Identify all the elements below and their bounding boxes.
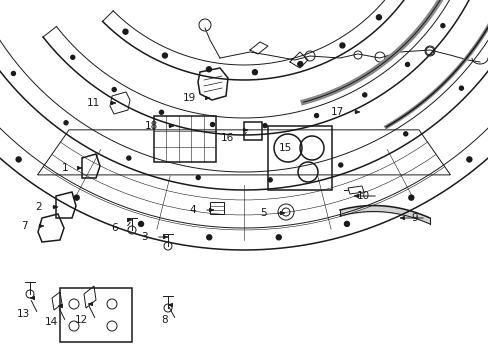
- Text: 11: 11: [86, 98, 100, 108]
- Circle shape: [276, 235, 281, 240]
- Circle shape: [206, 235, 211, 240]
- Circle shape: [64, 121, 68, 125]
- Circle shape: [263, 123, 266, 127]
- Circle shape: [252, 70, 257, 75]
- Circle shape: [440, 24, 444, 28]
- Circle shape: [338, 163, 342, 167]
- Circle shape: [297, 62, 302, 67]
- Circle shape: [459, 86, 463, 90]
- Bar: [244, 122, 262, 140]
- Circle shape: [138, 221, 143, 226]
- Circle shape: [344, 221, 349, 226]
- Circle shape: [405, 62, 408, 67]
- Text: 12: 12: [75, 315, 88, 325]
- Text: 14: 14: [45, 317, 58, 327]
- Bar: [154, 116, 216, 162]
- Text: 17: 17: [330, 107, 343, 117]
- Text: 18: 18: [144, 121, 158, 131]
- Text: 8: 8: [161, 315, 168, 325]
- Text: 5: 5: [260, 208, 266, 218]
- Circle shape: [11, 72, 16, 76]
- Text: 9: 9: [410, 213, 417, 223]
- Text: 4: 4: [189, 205, 196, 215]
- Text: 15: 15: [278, 143, 291, 153]
- Circle shape: [112, 87, 116, 91]
- Circle shape: [314, 114, 318, 118]
- Text: 10: 10: [356, 191, 369, 201]
- Circle shape: [466, 157, 471, 162]
- Circle shape: [408, 195, 413, 200]
- Circle shape: [16, 157, 21, 162]
- Text: 1: 1: [61, 163, 68, 173]
- Circle shape: [362, 93, 366, 97]
- Circle shape: [71, 55, 75, 59]
- Circle shape: [159, 110, 163, 114]
- Text: 6: 6: [111, 223, 118, 233]
- Circle shape: [376, 15, 381, 20]
- Text: 13: 13: [17, 309, 30, 319]
- Circle shape: [206, 67, 211, 72]
- Circle shape: [162, 53, 167, 58]
- Circle shape: [126, 156, 131, 160]
- Circle shape: [123, 29, 128, 34]
- Bar: [267, 126, 331, 190]
- Circle shape: [268, 178, 272, 182]
- Circle shape: [339, 43, 344, 48]
- Text: 7: 7: [21, 221, 28, 231]
- Circle shape: [196, 175, 200, 180]
- Bar: [209, 202, 224, 214]
- Text: 2: 2: [35, 202, 42, 212]
- Text: 3: 3: [141, 232, 148, 242]
- Bar: [60, 288, 132, 342]
- Circle shape: [74, 195, 79, 200]
- Circle shape: [210, 122, 214, 126]
- Text: 19: 19: [183, 93, 196, 103]
- Circle shape: [403, 132, 407, 136]
- Text: 16: 16: [220, 133, 234, 143]
